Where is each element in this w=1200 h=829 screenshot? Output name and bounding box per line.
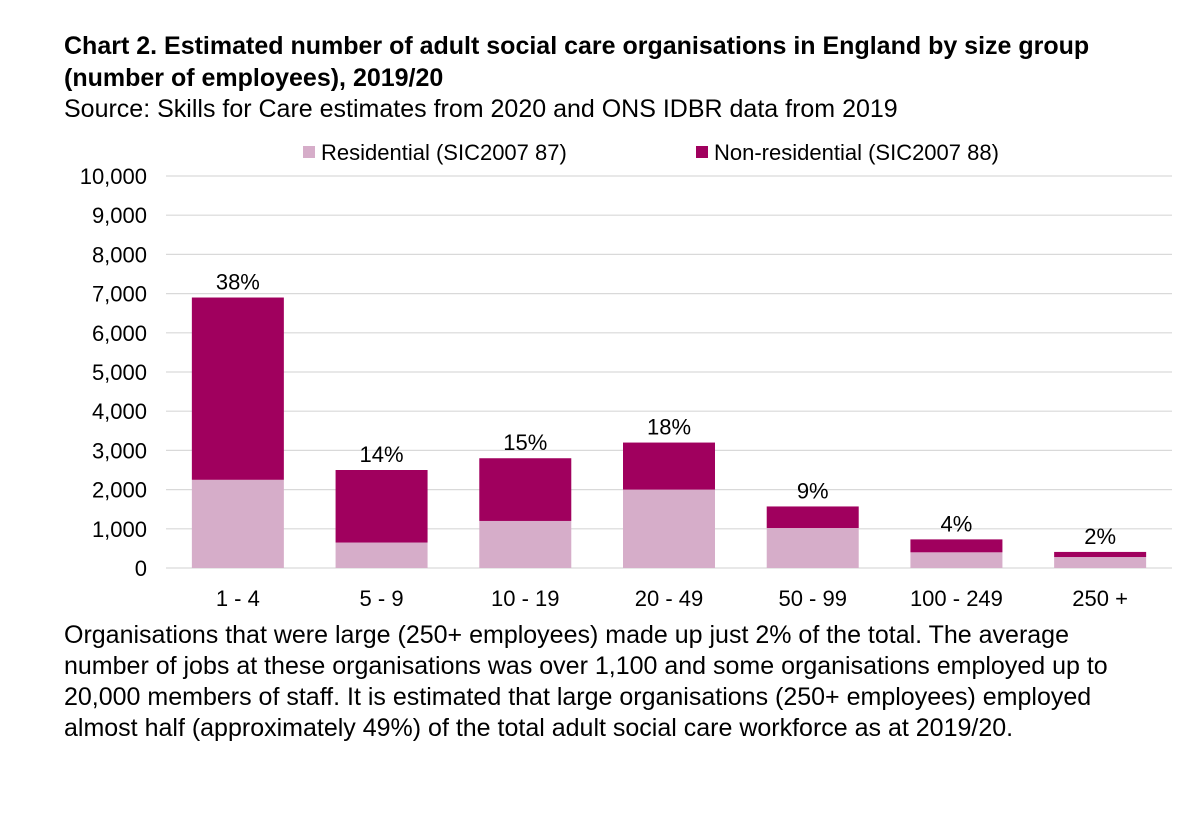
- bar-segment-residential: [335, 542, 428, 568]
- bar-segment-residential: [766, 528, 859, 568]
- y-tick-label: 7,000: [92, 282, 147, 307]
- chart-title: Chart 2. Estimated number of adult socia…: [64, 32, 1090, 92]
- bar-segment-residential: [191, 479, 284, 568]
- data-label: 18%: [647, 415, 691, 440]
- bar-segment-non-residential: [1054, 551, 1147, 558]
- bar-segment-non-residential: [479, 458, 572, 521]
- data-label: 2%: [1084, 524, 1116, 549]
- x-tick-label: 20 - 49: [635, 586, 704, 611]
- bar-segment-residential: [623, 489, 715, 568]
- y-tick-label: 6,000: [92, 321, 147, 346]
- bar-segment-non-residential: [623, 442, 715, 490]
- gridlines: [166, 175, 1172, 569]
- x-axis: 1 - 4 5 - 9 10 - 19 20 - 49 50 - 99 100 - 249…: [216, 586, 1128, 611]
- bar-segment-non-residential: [910, 539, 1003, 553]
- x-tick-label: 5 - 9: [360, 586, 404, 611]
- bar-segment-non-residential: [191, 297, 284, 480]
- legend-label: Non-residential (SIC2007 88): [714, 140, 999, 165]
- data-label: 14%: [360, 442, 404, 467]
- y-tick-label: 8,000: [92, 242, 147, 267]
- bar-segment-residential: [479, 520, 572, 568]
- x-tick-label: 10 - 19: [491, 586, 560, 611]
- legend: Residential (SIC2007 87) Non-residential …: [303, 140, 999, 165]
- legend-label: Residential (SIC2007 87): [321, 140, 567, 165]
- x-tick-label: 1 - 4: [216, 586, 260, 611]
- x-tick-label: 250 +: [1072, 586, 1128, 611]
- data-label: 38%: [216, 270, 260, 295]
- y-tick-label: 4,000: [92, 399, 147, 424]
- bars: 38% 14% 15% 18% 9% 4% 2%: [191, 270, 1147, 568]
- y-axis: 0 1,000 2,000 3,000 4,000 5,000 6,000 7,000 8,00…: [80, 164, 147, 581]
- x-tick-label: 50 - 99: [778, 586, 847, 611]
- data-label: 15%: [503, 430, 547, 455]
- stacked-bar-chart: Residential (SIC2007 87) Non-residential …: [80, 140, 1172, 611]
- y-tick-label: 1,000: [92, 517, 147, 542]
- bar-segment-non-residential: [335, 470, 428, 543]
- y-tick-label: 5,000: [92, 360, 147, 385]
- chart-caption: Organisations that were large (250+ empl…: [64, 621, 1108, 742]
- legend-swatch-residential: [303, 146, 315, 158]
- y-tick-label: 2,000: [92, 478, 147, 503]
- y-tick-label: 3,000: [92, 438, 147, 463]
- y-tick-label: 10,000: [80, 164, 147, 189]
- data-label: 9%: [797, 478, 829, 503]
- bar-segment-non-residential: [766, 506, 859, 529]
- y-tick-label: 9,000: [92, 203, 147, 228]
- x-tick-label: 100 - 249: [910, 586, 1003, 611]
- data-label: 4%: [941, 511, 973, 536]
- bar-segment-residential: [1054, 557, 1147, 568]
- bar-segment-residential: [910, 552, 1003, 568]
- chart-source: Source: Skills for Care estimates from 2…: [64, 95, 898, 123]
- y-tick-label: 0: [135, 556, 147, 581]
- legend-swatch-non-residential: [696, 146, 708, 158]
